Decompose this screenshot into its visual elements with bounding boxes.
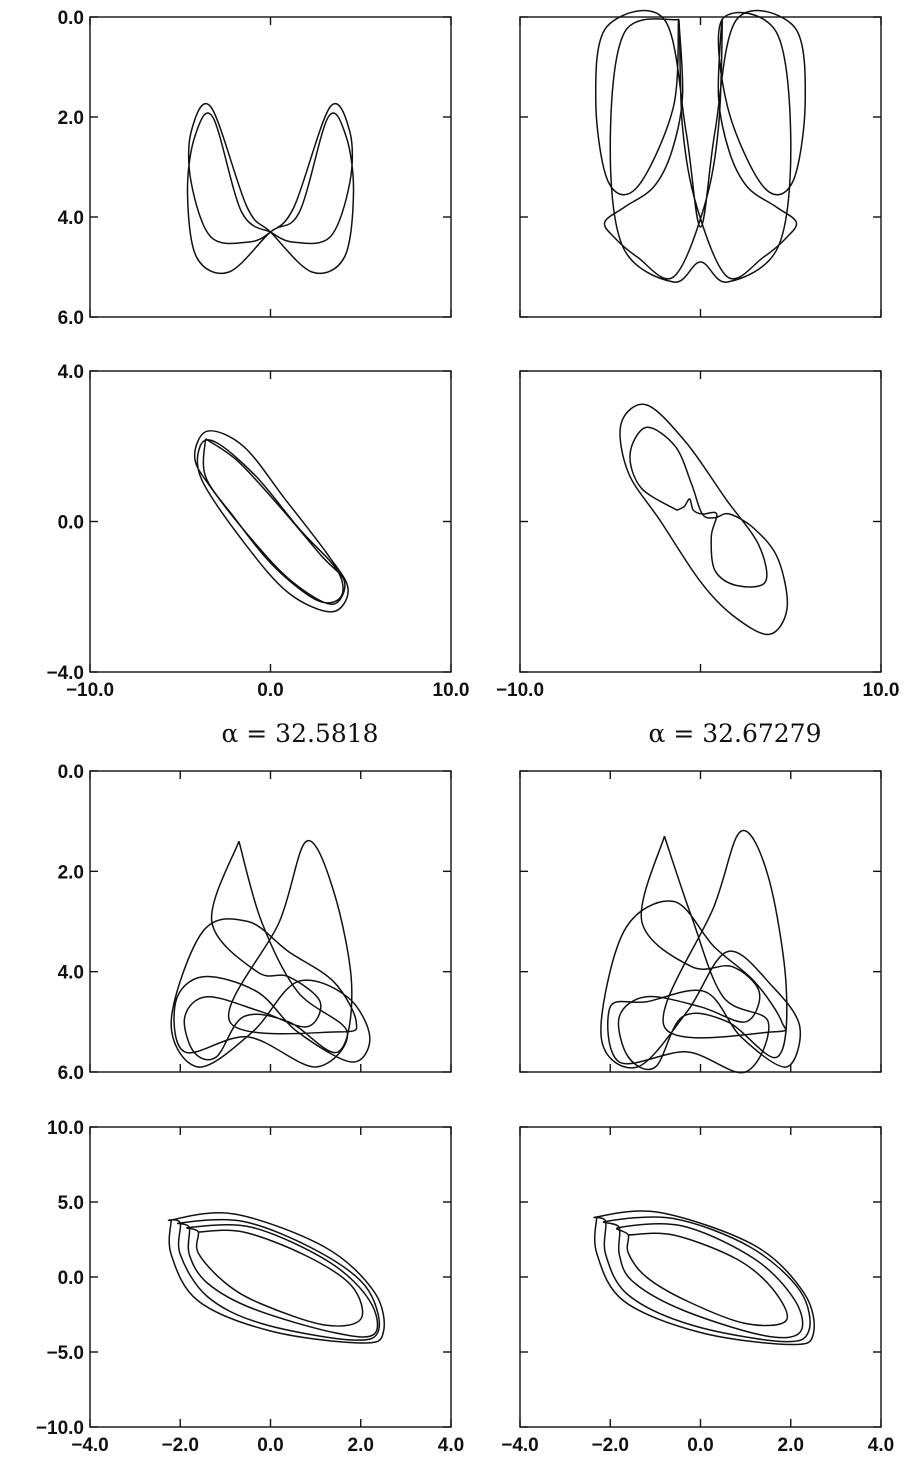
panel-5-trajectory xyxy=(170,840,371,1068)
panel-8-xtick-label: −4.0 xyxy=(501,1435,539,1456)
panel-1-ytick-label: 2.0 xyxy=(58,108,84,129)
panel-4-trajectory xyxy=(619,403,789,636)
panel-6-frame xyxy=(519,770,882,1073)
panel-5-frame xyxy=(89,770,452,1073)
panel-8-trajectory xyxy=(593,1210,815,1346)
panel-1-ytick-label: 4.0 xyxy=(58,208,84,229)
panel-5-ytick-label: 6.0 xyxy=(58,1063,84,1084)
panel-8-xtick-label: 2.0 xyxy=(778,1435,804,1456)
panel-1-ytick-label: 6.0 xyxy=(58,308,84,329)
panel-3-frame xyxy=(89,370,452,673)
panel-7-frame xyxy=(89,1126,452,1428)
panel-3-ytick-label: 4.0 xyxy=(58,362,84,383)
panel-7-xtick-label: 2.0 xyxy=(348,1435,374,1456)
panel-5-ytick-label: 0.0 xyxy=(58,762,84,783)
alpha-label-left: α = 32.5818 xyxy=(221,719,378,748)
panel-2-frame xyxy=(519,16,882,318)
panel-6-trajectory xyxy=(600,829,801,1074)
panel-2-trajectory xyxy=(594,9,807,283)
alpha-label-right: α = 32.67279 xyxy=(648,719,821,748)
panel-8-xtick-label: 0.0 xyxy=(687,1435,713,1456)
panel-7-ytick-label: 10.0 xyxy=(47,1118,84,1139)
panel-1-ytick-label: 0.0 xyxy=(58,8,84,29)
panel-7-xtick-label: −4.0 xyxy=(71,1435,109,1456)
panel-3-xtick-label: 10.0 xyxy=(433,680,470,701)
panel-3-trajectory xyxy=(193,430,349,613)
panel-5-ytick-label: 2.0 xyxy=(58,862,84,883)
panel-3-ytick-label: 0.0 xyxy=(58,513,84,534)
panel-3-xtick-label: 0.0 xyxy=(257,680,283,701)
panel-8-frame xyxy=(519,1126,882,1428)
panel-7-xtick-label: 0.0 xyxy=(257,1435,283,1456)
panel-7-ytick-label: −10.0 xyxy=(36,1418,84,1439)
panel-5-ytick-label: 4.0 xyxy=(58,963,84,984)
panel-7-trajectory xyxy=(167,1212,385,1344)
panel-3-xtick-label: −10.0 xyxy=(66,680,114,701)
panel-3-ytick-label: −4.0 xyxy=(46,663,84,684)
panel-7-xtick-label: −2.0 xyxy=(161,1435,199,1456)
panel-7-ytick-label: −5.0 xyxy=(46,1343,84,1364)
panel-7-xtick-label: 4.0 xyxy=(438,1435,464,1456)
panel-4-xtick-label: −10.0 xyxy=(496,680,544,701)
panel-8-xtick-label: −2.0 xyxy=(591,1435,629,1456)
panel-4-xtick-label: 10.0 xyxy=(863,680,900,701)
panel-7-ytick-label: 5.0 xyxy=(58,1193,84,1214)
panel-1-frame xyxy=(89,16,452,318)
panel-4-frame xyxy=(519,370,882,673)
panel-7-ytick-label: 0.0 xyxy=(58,1268,84,1289)
panel-1-trajectory xyxy=(186,103,355,275)
panel-8-xtick-label: 4.0 xyxy=(868,1435,894,1456)
